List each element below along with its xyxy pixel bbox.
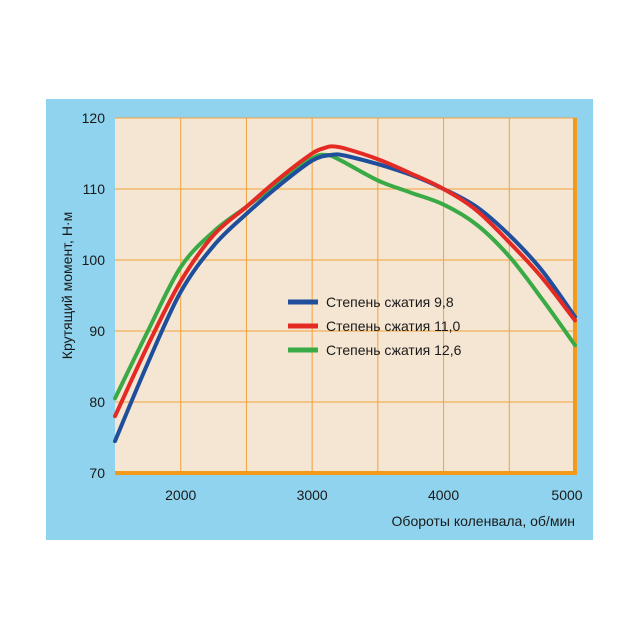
y-axis-label: Крутящий момент, Н·м <box>59 212 75 359</box>
x-tick-label: 2000 <box>165 487 196 503</box>
y-tick-label: 80 <box>89 394 105 410</box>
y-tick-label: 90 <box>89 323 105 339</box>
y-tick-label: 100 <box>82 252 106 268</box>
grid <box>115 117 575 473</box>
legend: Степень сжатия 9,8 Степень сжатия 11,0 Сте… <box>288 294 462 358</box>
legend-label: Степень сжатия 12,6 <box>326 342 462 358</box>
y-tick-label: 120 <box>82 110 106 126</box>
legend-label: Степень сжатия 9,8 <box>326 294 454 310</box>
x-tick-label: 5000 <box>551 487 582 503</box>
axes <box>115 118 577 475</box>
x-axis-label: Обороты коленвала, об/мин <box>392 513 575 529</box>
legend-label: Степень сжатия 11,0 <box>326 318 461 334</box>
series-line-2 <box>113 144 577 419</box>
x-tick-label: 3000 <box>297 487 328 503</box>
y-tick-label: 70 <box>89 465 105 481</box>
x-tick-label: 4000 <box>428 487 459 503</box>
y-tick-label: 110 <box>83 181 106 197</box>
series-line-1 <box>113 152 577 444</box>
series-lines <box>113 144 577 444</box>
tick-labels: 2000 3000 4000 5000 70 80 90 100 110 120 <box>82 110 583 503</box>
plot-area <box>115 118 575 473</box>
